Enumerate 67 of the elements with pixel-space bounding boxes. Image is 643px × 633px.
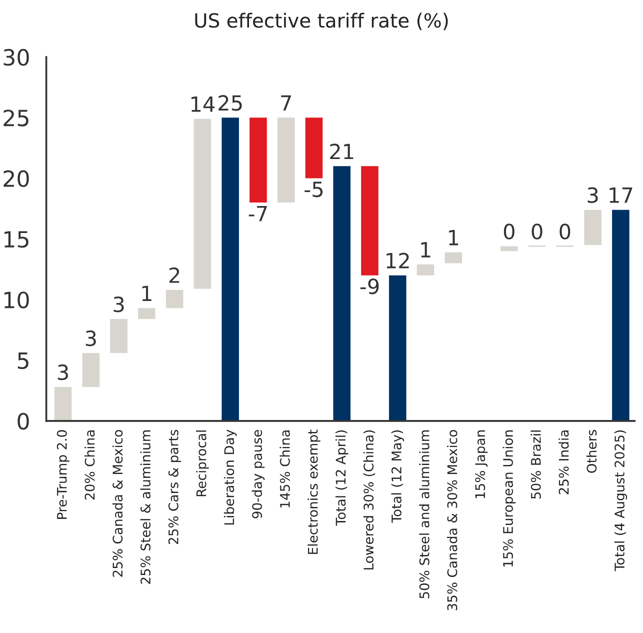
data-label: 3 xyxy=(86,330,96,346)
data-label: 7 xyxy=(281,95,291,111)
bar xyxy=(388,275,406,421)
bar xyxy=(333,166,351,421)
data-label: 2 xyxy=(169,267,180,283)
x-tick-label: 145% China xyxy=(280,430,290,508)
data-label: -7 xyxy=(248,206,267,222)
data-label: 3 xyxy=(588,187,598,204)
bar xyxy=(166,290,184,308)
bar xyxy=(82,353,100,387)
y-tick-label: 5 xyxy=(18,352,28,370)
x-tick-label: 25% Steel & aluminium xyxy=(140,430,151,584)
chart-title: US effective tariff rate (%) xyxy=(195,12,448,30)
x-tick-label: Others xyxy=(586,430,597,473)
x-tick-label: Pre-Trump 2.0 xyxy=(56,430,70,519)
bar xyxy=(250,118,267,203)
bar xyxy=(612,210,630,421)
x-tick-label: 50% Steel and aluminium xyxy=(419,430,430,598)
data-label: 12 xyxy=(386,252,409,268)
data-label: 14 xyxy=(191,96,215,112)
data-label: 1 xyxy=(142,286,152,301)
bar xyxy=(361,166,378,276)
bar xyxy=(277,118,295,203)
bar xyxy=(305,118,323,178)
bar xyxy=(138,308,156,320)
bar xyxy=(194,118,212,289)
y-tick-label: 20 xyxy=(4,170,29,188)
x-tick-label: 25% Canada & Mexico xyxy=(112,430,123,577)
data-label: 0 xyxy=(532,224,542,240)
bar xyxy=(54,386,72,421)
x-tick-label: Lowered 30% (China) xyxy=(363,430,376,570)
data-label: -9 xyxy=(360,278,379,294)
data-label: 3 xyxy=(58,364,68,380)
y-tick-label: 25 xyxy=(4,110,28,126)
bar xyxy=(584,210,602,246)
data-label: -5 xyxy=(304,182,323,198)
x-tick-label: 50% Brazil xyxy=(530,430,541,499)
y-tick-label: 15 xyxy=(4,231,28,248)
x-tick-label: Electronics exempt xyxy=(308,430,320,554)
data-label: 1 xyxy=(421,242,430,258)
data-label: 3 xyxy=(114,296,124,312)
x-tick-label: 25% India xyxy=(558,430,569,494)
x-tick-label: 15% Japan xyxy=(475,430,488,498)
bar xyxy=(500,246,518,252)
bar xyxy=(222,118,239,421)
data-label: 17 xyxy=(610,188,632,203)
y-tick-label: 10 xyxy=(4,292,29,308)
bar xyxy=(416,264,434,276)
bar xyxy=(444,252,462,264)
y-tick-label: 30 xyxy=(4,48,29,66)
x-tick-label: 15% European Union xyxy=(502,430,516,567)
x-tick-label: 25% Cars & parts xyxy=(168,430,181,544)
x-tick-label: 20% China xyxy=(84,430,95,500)
data-label: 21 xyxy=(330,144,354,160)
x-tick-label: Reciprocal xyxy=(196,430,209,496)
x-tick-label: Total (12 May) xyxy=(391,430,404,523)
data-label: 0 xyxy=(560,224,570,240)
data-label: 0 xyxy=(504,224,514,240)
x-tick-label: 90-day pause xyxy=(252,430,265,518)
data-label: 1 xyxy=(449,230,458,246)
x-tick-label: 35% Canada & 30% Mexico xyxy=(447,430,458,610)
data-label: 25 xyxy=(218,95,242,111)
bar xyxy=(110,319,128,354)
x-tick-label: Total (12 April) xyxy=(335,430,348,526)
y-tick-label: 0 xyxy=(18,412,29,430)
x-tick-label: Liberation Day xyxy=(224,430,237,525)
x-tick-label: Total (4 August 2025) xyxy=(614,430,628,572)
